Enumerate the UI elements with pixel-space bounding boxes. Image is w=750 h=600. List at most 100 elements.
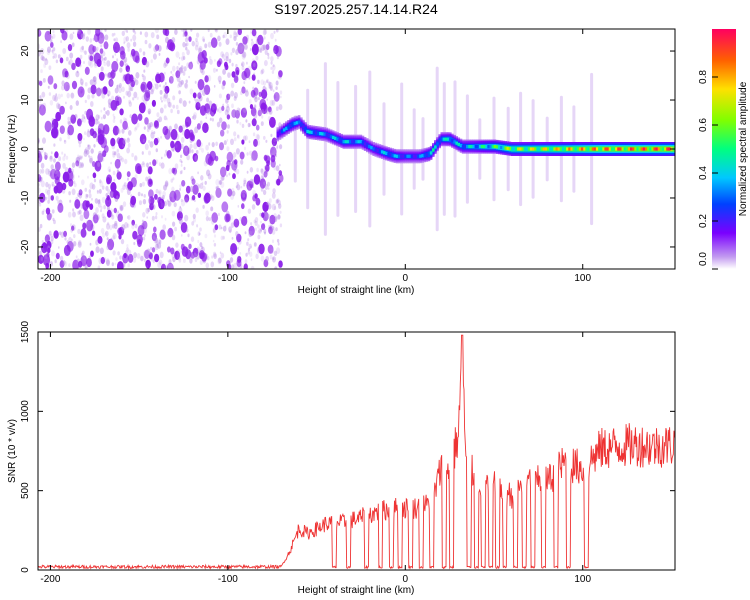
noise-blob: [64, 167, 69, 173]
noise-blob: [111, 262, 115, 267]
noise-blob: [77, 29, 80, 33]
noise-blob: [169, 190, 177, 203]
noise-blob: [136, 122, 140, 128]
noise-blob: [217, 188, 222, 195]
noise-blob: [78, 175, 80, 178]
noise-blob: [136, 96, 139, 100]
noise-blob: [89, 55, 94, 62]
noise-blob: [77, 29, 82, 35]
noise-blob: [45, 196, 48, 200]
noise-blob: [174, 140, 182, 153]
noise-blob: [109, 224, 113, 231]
noise-blob: [215, 187, 222, 198]
noise-blob: [170, 190, 175, 197]
noise-blob: [112, 153, 116, 158]
x-tick-label: 0: [403, 273, 409, 284]
noise-blob: [241, 216, 248, 226]
noise-blob: [218, 180, 222, 185]
noise-blob: [145, 89, 151, 98]
noise-blob: [84, 131, 87, 136]
noise-blob: [68, 167, 72, 174]
noise-blob: [265, 108, 269, 115]
noise-blob: [100, 227, 105, 234]
noise-blob: [116, 148, 120, 153]
noise-blob: [193, 112, 198, 119]
noise-blob: [82, 49, 85, 53]
noise-blob: [220, 181, 225, 188]
noise-blob: [126, 244, 129, 248]
noise-blob: [131, 113, 139, 125]
noise-blob: [161, 215, 163, 219]
noise-blob: [180, 154, 183, 159]
noise-blob: [80, 228, 87, 238]
noise-blob: [81, 114, 85, 119]
noise-blob: [127, 253, 134, 263]
ridge-cell: [502, 146, 505, 150]
noise-blob: [41, 195, 46, 203]
noise-blob: [49, 100, 54, 106]
noise-blob: [98, 199, 101, 203]
noise-blob: [158, 198, 165, 210]
ridge-cell: [285, 126, 288, 130]
noise-blob: [137, 191, 141, 197]
noise-blob: [263, 135, 266, 140]
noise-blob: [263, 154, 268, 161]
noise-blob: [132, 50, 140, 63]
ridge-cell: [498, 145, 501, 149]
ridge-cell: [553, 147, 556, 151]
noise-blob: [214, 224, 219, 231]
ridge-cell: [455, 141, 458, 145]
noise-blob: [65, 101, 67, 105]
noise-blob: [162, 94, 166, 99]
noise-blob: [242, 135, 247, 142]
noise-blob: [268, 82, 273, 89]
noise-blob: [83, 137, 85, 141]
noise-blob: [264, 60, 268, 67]
spectral-streak: [354, 84, 358, 214]
noise-blob: [114, 87, 119, 94]
noise-blob: [272, 89, 275, 93]
noise-blob: [52, 51, 55, 55]
noise-blob: [160, 162, 165, 169]
noise-blob: [230, 82, 235, 89]
noise-blob: [221, 105, 225, 112]
ridge-cell: [370, 146, 373, 150]
noise-blob: [173, 202, 177, 208]
noise-blob: [53, 158, 56, 163]
noise-blob: [211, 111, 215, 118]
noise-blob: [142, 198, 147, 205]
noise-blob: [56, 102, 60, 110]
noise-blob: [44, 30, 52, 42]
noise-blob: [80, 33, 84, 39]
ridge-cell: [606, 147, 610, 151]
x-tick-label: -200: [40, 574, 60, 585]
noise-blob: [256, 134, 260, 140]
noise-blob: [164, 82, 167, 85]
noise-blob: [81, 252, 84, 257]
noise-blob: [257, 109, 262, 117]
noise-blob: [131, 152, 134, 158]
noise-blob: [233, 30, 237, 35]
noise-blob: [123, 74, 128, 82]
noise-blob: [182, 100, 187, 107]
noise-blob: [67, 121, 71, 127]
noise-blob: [41, 168, 45, 174]
noise-blob: [230, 138, 234, 145]
noise-blob: [197, 92, 202, 99]
ridge-cell: [619, 147, 622, 151]
noise-blob: [162, 190, 166, 197]
noise-blob: [200, 245, 204, 250]
noise-blob: [39, 223, 43, 229]
noise-blob: [38, 153, 43, 163]
noise-blob: [156, 243, 159, 248]
ridge-cell: [310, 130, 314, 134]
noise-blob: [69, 199, 72, 203]
noise-blob: [277, 242, 280, 246]
ridge-cell: [559, 147, 563, 151]
noise-blob: [123, 36, 128, 43]
noise-blob: [154, 215, 158, 220]
noise-blob: [79, 78, 84, 85]
noise-blob: [168, 76, 174, 84]
noise-blob: [190, 134, 195, 142]
noise-blob: [270, 155, 276, 163]
